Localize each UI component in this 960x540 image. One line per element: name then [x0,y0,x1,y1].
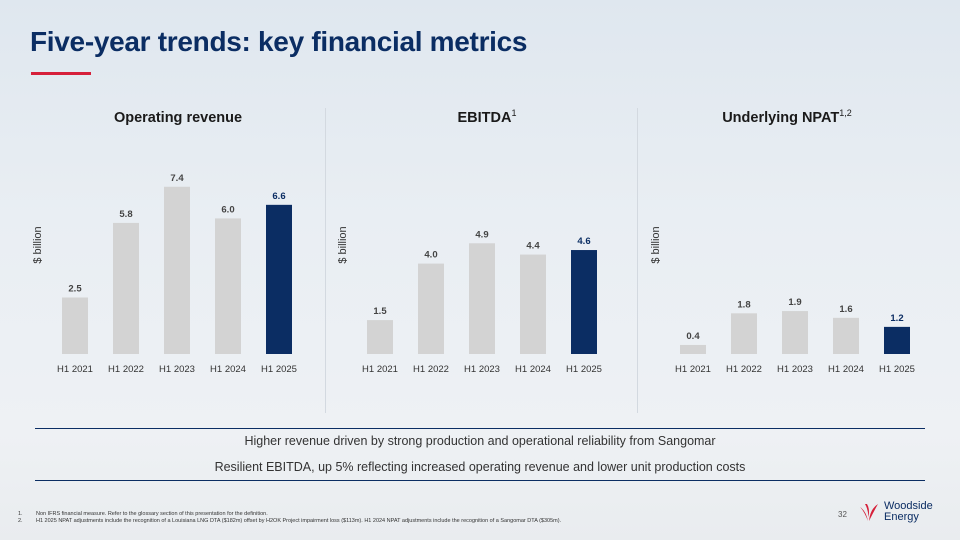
data-label: 1.8 [737,299,750,310]
data-label: 5.8 [119,209,132,220]
data-label: 1.2 [890,313,903,324]
bar [571,250,597,354]
note-revenue: Higher revenue driven by strong producti… [244,434,716,448]
note-ebitda: Resilient EBITDA, up 5% reflecting incre… [214,460,746,474]
bar [782,311,808,354]
bar [731,313,757,354]
data-label: 2.5 [68,284,82,295]
data-label: 4.6 [577,236,590,247]
chart-operating-revenue: $ billion 2.5 H1 2021 5.8 H1 2022 7.4 H1 2023 6… [32,173,297,375]
data-label: 4.4 [526,241,540,252]
woodside-logo: Woodside Energy [858,501,933,523]
x-tick-label: H1 2023 [464,364,500,375]
data-label: 6.0 [221,204,234,215]
y-axis-label: $ billion [337,226,349,263]
bar [469,243,495,354]
data-label: 4.0 [424,250,437,261]
bar [367,320,393,354]
chart-ebitda: $ billion 1.5 H1 2021 4.0 H1 2022 4.9 H1 2023 4… [337,226,602,375]
divider-line [35,480,925,481]
y-axis-label: $ billion [32,226,44,263]
data-label: 1.9 [788,297,801,308]
x-tick-label: H1 2023 [777,364,813,375]
bar [884,326,910,354]
x-tick-label: H1 2025 [879,364,915,375]
data-label: 1.6 [839,304,852,315]
x-tick-label: H1 2024 [828,364,864,375]
x-tick-label: H1 2021 [675,364,711,375]
page-number: 32 [838,510,847,519]
data-label: 4.9 [475,229,488,240]
bar [520,254,546,354]
divider [637,108,638,413]
woodside-logo-icon [860,504,878,521]
chart-title-ebitda: EBITDA1 [457,108,517,126]
x-tick-label: H1 2024 [210,364,246,375]
x-tick-label: H1 2025 [261,364,297,375]
x-tick-label: H1 2024 [515,364,551,375]
data-label: 1.5 [373,306,387,317]
footnote: 1. Non IFRS financial measure. Refer to t… [18,511,268,517]
bar [266,204,292,354]
x-tick-label: H1 2022 [413,364,449,375]
bar [215,218,241,354]
divider [325,108,326,413]
bar [680,344,706,354]
chart-title-npat: Underlying NPAT1,2 [722,108,852,126]
bar [62,297,88,354]
x-tick-label: H1 2023 [159,364,195,375]
bar [113,222,139,354]
x-tick-label: H1 2022 [108,364,144,375]
page-title: Five-year trends: key financial metrics [30,26,528,57]
data-label: 6.6 [272,191,285,202]
bar [418,263,444,354]
footnote: 2. H1 2025 NPAT adjustments include the r… [18,518,562,524]
data-label: 7.4 [170,173,184,184]
x-tick-label: H1 2022 [726,364,762,375]
data-label: 0.4 [686,331,700,342]
bar [164,186,190,354]
x-tick-label: H1 2021 [362,364,398,375]
y-axis-label: $ billion [650,226,662,263]
title-accent-line [31,72,91,75]
x-tick-label: H1 2025 [566,364,602,375]
divider-line [35,428,925,429]
x-tick-label: H1 2021 [57,364,93,375]
chart-underlying-npat: $ billion 0.4 H1 2021 1.8 H1 2022 1.9 H1 2023 1… [650,226,915,375]
bar [833,317,859,354]
chart-title-revenue: Operating revenue [113,109,243,126]
